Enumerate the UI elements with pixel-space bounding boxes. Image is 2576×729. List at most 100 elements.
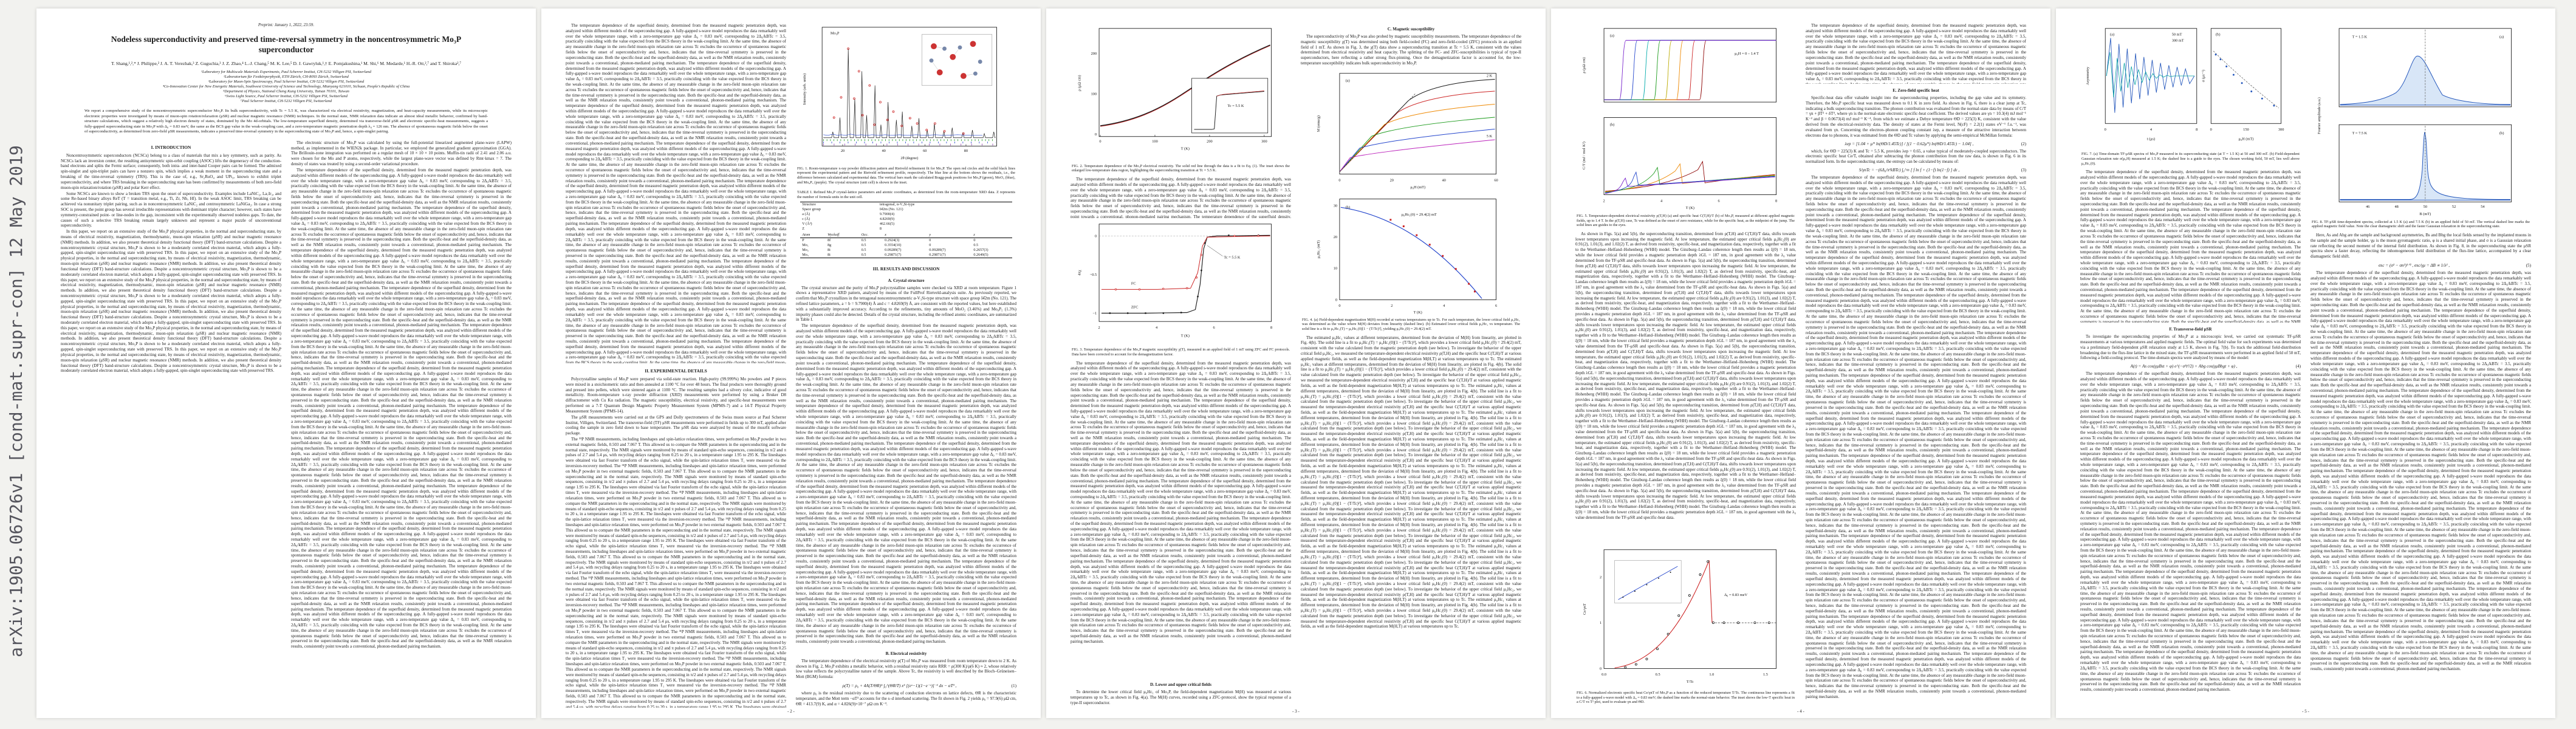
paragraph: Specific-heat data offer valuable insigh… [1806,95,2026,138]
fig1-caption: FIG. 1. Room-temperature x-ray powder di… [797,166,1015,185]
paragraph: The ³¹P NMR measurements, including line… [566,436,786,708]
table-cell: 8 [879,227,882,231]
fig1-xtick: 80 [964,149,967,153]
table-cell: 8f [827,238,831,242]
fig2-xlabel: T (K) [1180,146,1189,151]
page2-left-column: The temperature dependence of the superf… [566,23,786,708]
figure-2: Tc = 5.5 K 0 100 200 300 0 100 200 T (K)… [1070,24,1291,162]
fig3-xtick: 6 [1213,326,1214,330]
crystal-structure-atoms [929,41,982,79]
table-cell: 9.7900(4) [879,212,895,216]
page-number: - 2 - [787,709,795,714]
fig4a-temp-label: 5 K [1486,134,1492,139]
fig3-ytick: −1 [1092,312,1097,316]
subsection-transverse-field-musr: F. Transverse-field μSR [2169,327,2212,332]
table-cell: 0 [929,243,931,247]
fig7b-xtick: 150 [2243,128,2249,132]
affiliation-line: ³Laboratory for Muon-Spin Spectroscopy, … [208,80,365,84]
subsection-magnetic-susceptibility: C. Magnetic susceptibility [1387,27,1435,32]
fig7a-frame [2105,28,2197,124]
column-header: y [927,232,972,238]
xrd-pattern-line [823,49,996,139]
subsection-crystal-structure: A. Crystal structure [888,278,925,283]
fig7-caption: FIG. 7. (a) Time-domain TF-μSR spectra o… [2081,152,2300,166]
fig8-ylabel: Fourier amplitude (a.u.) [2317,97,2321,134]
fig2-xtick: 200 [1207,140,1213,144]
fig8a-frame [2338,28,2512,108]
fig3-caption: FIG. 3. Temperature dependence of the Mo… [1072,347,1290,357]
fig2-ytick: 200 [1091,52,1097,56]
equation-1: ρ(T) = ρ₀ + 4A(T/ΘR)⁵ ∫₀^(ΘR/T) x⁵ [(eˣ−… [796,683,1016,689]
inset-data-points [1622,571,1671,598]
fig6-xlabel: T/Tc [1686,679,1693,683]
paragraph: As shown in Figs. 5(a) and 5(b), the sup… [1575,231,1796,520]
fig4b-xlabel: T (K) [1413,310,1422,315]
page-number: - 5 - [2302,709,2309,714]
zfc-markers [1109,234,1259,314]
table-cell: 0 [929,238,931,242]
fig7b-xlabel: μ₀H (mT) [2238,137,2253,142]
table-cell: 0.2657(3) [973,248,988,252]
section-experimental: II. EXPERIMENTAL DETAILS [645,368,707,374]
fig5a-ylabel: ρ (μΩ cm) [1581,57,1586,73]
paragraph: The temperature dependence of the superf… [1070,177,1291,219]
table-cell: P [802,238,804,242]
fig7a-xtick: 0 [2104,128,2106,132]
fig4a-xtick: 60 [1494,178,1498,182]
fig6-xtick: 0.5 [1655,673,1660,677]
fig3-xtick: 8 [1270,326,1272,330]
hc1-data-points [1389,219,1476,293]
affiliations: ¹Laboratory for Multiscale Materials Exp… [61,70,512,104]
subsection-critical-fields: D. Lower and upper critical fields [1150,682,1211,687]
table1-parameters: Structure tetragonal, α-V₃Si-type Space g… [800,201,1012,231]
affiliation-line: ⁷Paul Scherrer Institut, CH-5232 Villige… [240,99,332,103]
page3-left-column: Tc = 5.5 K 0 100 200 300 0 100 200 T (K)… [1070,23,1291,708]
table-cell: 4.8269(9) [879,217,895,221]
fig6-ytick: 2 [1599,575,1601,579]
fig8-fourier-spectra-chart: T = 1.5 K (a) T = 7.5 K (b) 46 48 50 52 … [2317,28,2512,216]
paragraph: The temperature dependence of the superf… [2080,371,2301,693]
column-header: z [971,232,1012,238]
figure-5: (a) μ₀H = 0 – 1.4 T ρ (μΩ cm) (b) C/T (m… [1575,24,1796,211]
fig2-x-tickmarks [1100,134,1264,137]
table-cell: 0.5 [973,243,979,247]
fig4b-ytick: 20 [1333,235,1337,239]
table-cell: 0.09289(7) [929,248,946,252]
paragraph: The estimated μ₀Hc₁ values at different … [1301,335,1521,629]
subsection-electrical-resistivity: B. Electrical resistivity [885,651,927,656]
paper-title: Nodeless superconductivity and preserved… [111,35,462,54]
table-cell: 8i [827,248,831,252]
arxiv-stamp: arXiv:1905.06726v1 [cond-mat.supr-con] 1… [6,145,26,657]
fig5-field-dependence-chart: (a) μ₀H = 0 – 1.4 T ρ (μΩ cm) (b) C/T (m… [1581,28,1777,210]
fig1-legend: Mo₃P [830,32,839,36]
fig8-xtick: 52 [2451,205,2455,209]
column-header: Wyckoff [826,232,860,238]
fig2-ytick: 0 [1094,132,1096,137]
fig7a-panel-label: (a) [2110,33,2114,37]
table-cell: 8i [827,253,831,257]
fig2-caption: FIG. 2. Temperature dependence of the Mo… [1072,163,1290,173]
preprint-note: Preprint: January 1, 2022, 23:59. [258,23,315,27]
table-cell: Space group [802,207,821,211]
fc-label: FC [1131,282,1136,286]
fig7-legend-50mT: 50 mT [2171,33,2182,37]
figure-8: T = 1.5 K (a) T = 7.5 K (b) 46 48 50 52 … [2311,24,2531,217]
column-header: Occ. [859,232,883,238]
subsection-zero-field-specific-heat: E. Zero-field specific heat [1893,88,1939,93]
table-cell: c (Å) [802,217,810,221]
paragraph: The temperature dependence of the superf… [796,323,1016,645]
fig4b-panel-label: (b) [1345,205,1349,210]
fig4b-frame [1339,199,1496,300]
equation-3: S/γnTc = −(6Δ₀/π²kBTc) ∫₀^∞ [ f ln f + (… [1806,168,2026,173]
fig3-tc-label: Tc = 5.5 K [1224,256,1241,260]
fig5-field-note: μ₀H = 0 – 1.4 T [1735,52,1759,56]
affiliation-line: ⁴Co-Innovation Center for New Energetic … [162,84,410,89]
fig8-xtick: 48 [2394,205,2398,209]
rho-transition-curve [1603,39,1776,100]
fig5-xtick: 8 [1775,199,1777,203]
mh-curve-2k [1339,78,1495,172]
table-cell: 0.2924(3) [885,238,900,242]
fig5-xtick: 4 [1660,199,1663,203]
figure-4: (a) 2 K 5 K 0 20 40 60 μ₀H (mT) M (emu/g… [1301,67,1521,315]
table-cell: 0.2649(5) [973,253,988,257]
